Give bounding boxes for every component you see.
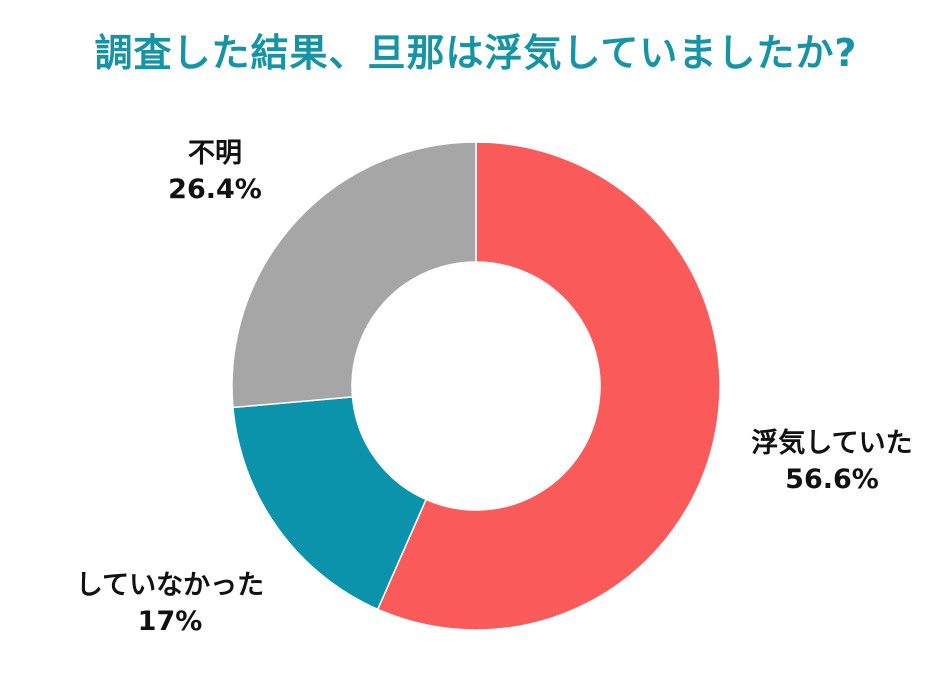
slice-label-not-cheated-name: していなかった (75, 570, 265, 601)
chart-title: 調査した結果、旦那は浮気していましたか? (94, 31, 858, 75)
slice-label-cheated-value: 56.6% (785, 464, 879, 495)
slice-label-cheated: 浮気していた 56.6% (726, 426, 938, 498)
donut-slice-unknown (231, 141, 477, 409)
slice-label-unknown-name: 不明 (188, 138, 242, 169)
slice-label-unknown-value: 26.4% (168, 174, 262, 205)
slice-label-not-cheated-value: 17% (137, 606, 203, 637)
slice-label-not-cheated: していなかった 17% (54, 568, 286, 640)
donut-slice-not-cheated (232, 396, 428, 611)
donut-slice-cheated (376, 141, 721, 631)
slice-label-cheated-name: 浮気していた (751, 428, 913, 459)
slice-label-unknown: 不明 26.4% (160, 136, 270, 208)
